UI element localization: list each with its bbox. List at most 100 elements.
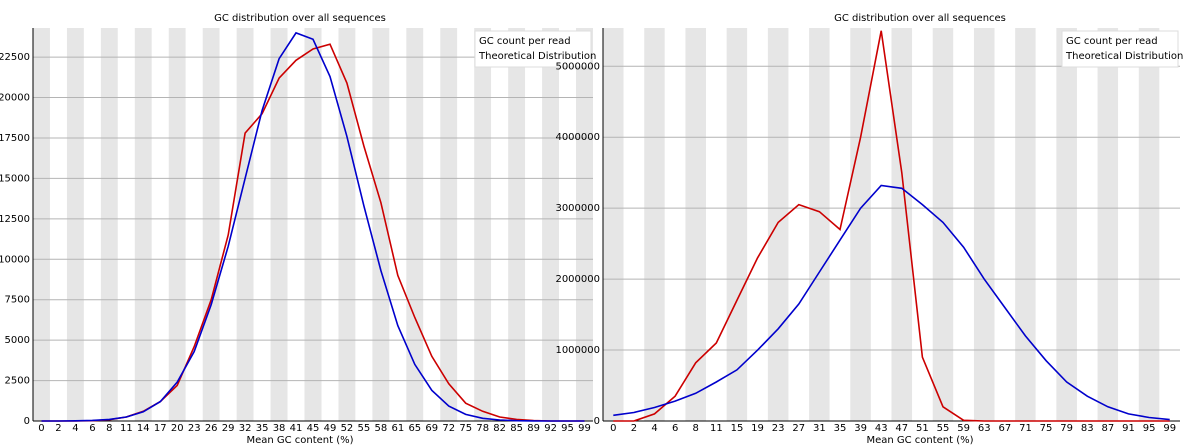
y-tick-label: 0 — [594, 416, 600, 427]
stripe — [83, 28, 101, 421]
stripe — [912, 28, 933, 421]
x-tick-label: 92 — [544, 423, 557, 434]
stripe — [525, 28, 543, 421]
x-tick-label: 14 — [137, 423, 150, 434]
x-tick-label: 41 — [290, 423, 303, 434]
stripe — [685, 28, 707, 421]
stripe — [644, 28, 665, 421]
stripe — [389, 28, 407, 421]
x-tick-label: 72 — [442, 423, 455, 434]
x-tick-label: 4 — [651, 423, 657, 434]
x-tick-label: 43 — [875, 423, 888, 434]
x-tick-label: 35 — [256, 423, 269, 434]
stripe — [304, 28, 322, 421]
chart-title: GC distribution over all sequences — [834, 13, 1006, 24]
x-tick-label: 83 — [1081, 423, 1094, 434]
stripe — [406, 28, 424, 421]
x-tick-label: 99 — [1163, 423, 1176, 434]
stripe — [168, 28, 186, 421]
stripe — [1076, 28, 1098, 421]
x-tick-label: 49 — [324, 423, 337, 434]
stripe — [66, 28, 84, 421]
x-tick-label: 19 — [751, 423, 764, 434]
stripe — [1138, 28, 1160, 421]
x-tick-label: 0 — [610, 423, 616, 434]
stripe — [788, 28, 810, 421]
y-tick-label: 12500 — [0, 214, 30, 225]
x-tick-label: 17 — [154, 423, 167, 434]
stripe — [870, 28, 892, 421]
x-tick-label: 32 — [239, 423, 252, 434]
y-tick-label: 1000000 — [555, 345, 600, 356]
x-tick-label: 55 — [937, 423, 950, 434]
x-tick-label: 6 — [672, 423, 678, 434]
stripe — [973, 28, 995, 421]
stripe — [33, 28, 50, 421]
series-line — [613, 184, 1170, 421]
x-tick-label: 23 — [188, 423, 201, 434]
legend-box — [474, 30, 592, 68]
x-tick-label: 8 — [693, 423, 699, 434]
stripe — [664, 28, 686, 421]
stripe — [767, 28, 789, 421]
stripe — [706, 28, 727, 421]
x-tick-label: 67 — [998, 423, 1011, 434]
y-tick-label: 15000 — [0, 173, 30, 184]
x-tick-label: 2 — [55, 423, 61, 434]
y-tick-label: 5000000 — [555, 61, 600, 72]
x-axis-label: Mean GC content (%) — [866, 435, 973, 446]
x-tick-label: 29 — [222, 423, 235, 434]
stripe — [559, 28, 577, 421]
legend-entry: GC count per read — [479, 36, 571, 47]
x-tick-label: 63 — [978, 423, 991, 434]
stripe — [423, 28, 441, 421]
stripe — [49, 28, 67, 421]
y-tick-label: 2000000 — [555, 274, 600, 285]
stripe — [1015, 28, 1036, 421]
x-tick-label: 2 — [631, 423, 637, 434]
y-tick-label: 3000000 — [555, 203, 600, 214]
x-tick-label: 59 — [957, 423, 970, 434]
x-tick-label: 95 — [561, 423, 574, 434]
stripe — [1056, 28, 1077, 421]
stripe — [542, 28, 560, 421]
x-tick-label: 31 — [813, 423, 826, 434]
x-tick-label: 26 — [205, 423, 218, 434]
x-tick-label: 23 — [772, 423, 785, 434]
x-tick-label: 45 — [307, 423, 320, 434]
y-tick-label: 2500 — [5, 376, 30, 387]
stripe — [372, 28, 390, 421]
stripe — [1097, 28, 1119, 421]
stripe — [355, 28, 373, 421]
stripe — [891, 28, 913, 421]
x-tick-label: 71 — [1019, 423, 1032, 434]
legend-entry: Theoretical Distribution — [1065, 51, 1183, 62]
y-tick-label: 4000000 — [555, 132, 600, 143]
chart-title: GC distribution over all sequences — [214, 13, 386, 24]
x-tick-label: 27 — [792, 423, 805, 434]
y-tick-label: 17500 — [0, 133, 30, 144]
x-tick-label: 78 — [476, 423, 489, 434]
x-tick-label: 52 — [341, 423, 354, 434]
stripe — [726, 28, 748, 421]
stripe — [994, 28, 1016, 421]
stripe — [623, 28, 645, 421]
x-tick-label: 47 — [895, 423, 908, 434]
x-axis-label: Mean GC content (%) — [246, 435, 353, 446]
stripe — [253, 28, 271, 421]
stripe — [151, 28, 169, 421]
x-tick-label: 75 — [1040, 423, 1053, 434]
stripe — [747, 28, 768, 421]
stripe — [603, 28, 624, 421]
stripe — [491, 28, 509, 421]
series-line — [613, 30, 1170, 422]
y-tick-label: 22500 — [0, 52, 30, 63]
stripe — [202, 28, 220, 421]
stripe — [185, 28, 203, 421]
x-tick-label: 8 — [106, 423, 112, 434]
stripe — [338, 28, 356, 421]
x-tick-label: 82 — [493, 423, 506, 434]
legend-box — [1061, 30, 1179, 68]
stripe — [508, 28, 526, 421]
stripe — [1118, 28, 1139, 421]
